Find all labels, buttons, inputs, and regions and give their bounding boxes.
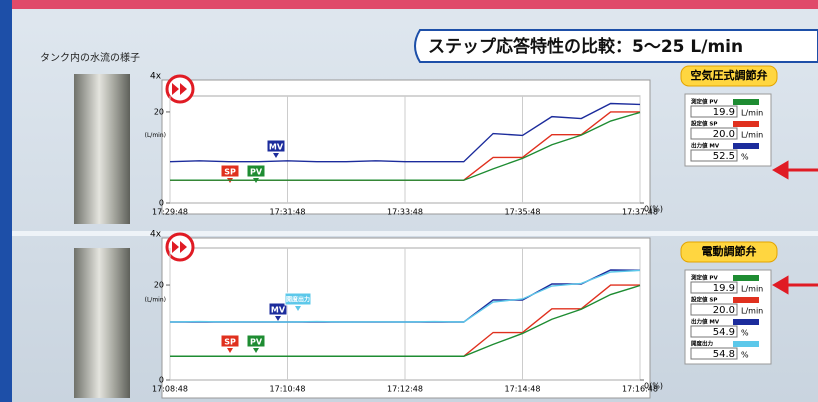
row-unit: L/min xyxy=(741,307,763,316)
row-label: 開度出力 xyxy=(691,340,714,348)
y-axis-label: (L/min) xyxy=(145,132,166,139)
row-value: 52.5 xyxy=(713,151,735,162)
row-unit: % xyxy=(741,329,749,338)
row-value: 19.9 xyxy=(713,107,735,118)
y-tick-label: 20 xyxy=(154,107,164,116)
row-value: 20.0 xyxy=(713,305,735,316)
chart-frame xyxy=(162,80,650,214)
x-tick-label: 17:33:48 xyxy=(387,208,423,217)
row-unit: L/min xyxy=(741,285,763,294)
row-swatch xyxy=(733,341,759,347)
series-tag-label: SP xyxy=(224,168,236,177)
x-tick-label: 17:14:48 xyxy=(505,385,541,394)
left-band xyxy=(0,0,12,402)
x-tick-label: 17:08:48 xyxy=(152,385,188,394)
series-tag-label: PV xyxy=(250,168,263,177)
header-title: ステップ応答特性の比較：5〜25 L/min xyxy=(428,36,743,57)
series-tag-label: PV xyxy=(250,338,263,347)
row-unit: % xyxy=(741,153,749,162)
series-tag-label: MV xyxy=(271,306,286,315)
y2-tick-label: 0(%) xyxy=(644,205,663,214)
row-swatch xyxy=(733,99,759,105)
row-unit: L/min xyxy=(741,109,763,118)
fast-forward-button[interactable] xyxy=(167,234,193,260)
row-unit: L/min xyxy=(741,131,763,140)
row-value: 54.9 xyxy=(713,327,735,338)
y-tick-label: 20 xyxy=(154,281,164,290)
x-tick-label: 17:29:48 xyxy=(152,208,188,217)
chart-frame xyxy=(162,238,650,398)
row-swatch xyxy=(733,143,759,149)
row-swatch xyxy=(733,319,759,325)
row-label: 測定値 PV xyxy=(691,274,718,282)
row-value: 19.9 xyxy=(713,283,735,294)
tank-photo xyxy=(74,248,130,398)
row-value: 20.0 xyxy=(713,129,735,140)
panel-title: 空気圧式調節弁 xyxy=(691,68,768,82)
series-tag-label: MV xyxy=(269,143,284,152)
tank-photo xyxy=(74,74,130,224)
x-tick-label: 17:10:48 xyxy=(270,385,306,394)
speed-label: 4x xyxy=(150,230,162,240)
y-axis-label: (L/min) xyxy=(145,297,166,304)
row-value: 54.8 xyxy=(713,349,735,360)
x-tick-label: 17:35:48 xyxy=(505,208,541,217)
row-swatch xyxy=(733,297,759,303)
row-label: 設定値 SP xyxy=(691,296,717,304)
separator xyxy=(12,231,818,236)
row-swatch xyxy=(733,275,759,281)
row-label: 出力値 MV xyxy=(691,318,720,326)
row-label: 測定値 PV xyxy=(691,98,718,106)
row-unit: % xyxy=(741,351,749,360)
fast-forward-button[interactable] xyxy=(167,76,193,102)
y-tick-label: 0 xyxy=(159,199,164,208)
speed-label: 4x xyxy=(150,72,162,82)
series-tag-label: SP xyxy=(224,338,236,347)
series-tag-label: 開度出力 xyxy=(286,296,310,304)
y2-tick-label: 0(%) xyxy=(644,382,663,391)
row-swatch xyxy=(733,121,759,127)
panel-title: 電動調節弁 xyxy=(702,244,757,258)
row-label: 設定値 SP xyxy=(691,120,717,128)
y-tick-label: 0 xyxy=(159,376,164,385)
x-tick-label: 17:12:48 xyxy=(387,385,423,394)
row-label: 出力値 MV xyxy=(691,142,720,150)
page: ステップ応答特性の比較：5〜25 L/min タンク内の水流の様子 4x 17:2… xyxy=(0,0,818,402)
caption: タンク内の水流の様子 xyxy=(40,51,140,64)
top-band xyxy=(0,0,818,9)
x-tick-label: 17:31:48 xyxy=(270,208,306,217)
